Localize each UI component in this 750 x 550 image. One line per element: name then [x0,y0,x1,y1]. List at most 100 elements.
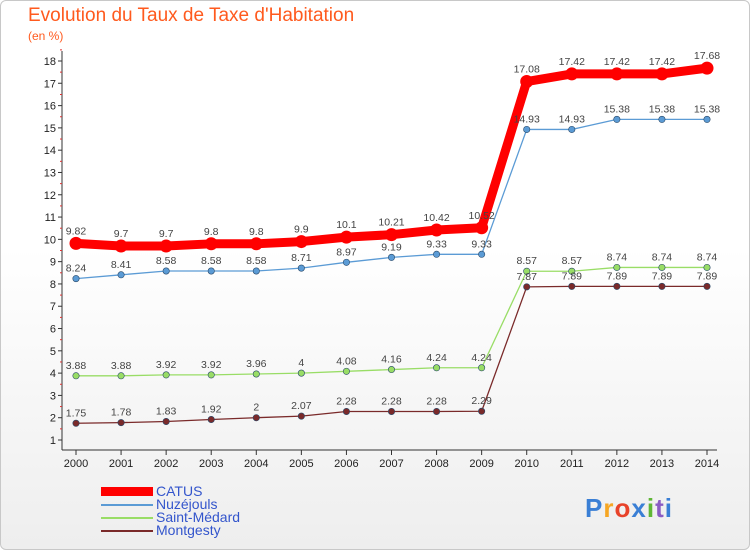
x-tick-label: 2005 [289,458,313,470]
data-label: 9.33 [471,238,492,250]
data-point [478,364,486,372]
data-point [568,282,576,290]
y-tick-label: 7 [50,301,56,313]
data-point [294,235,308,249]
data-point [478,407,486,415]
data-label: 15.38 [604,103,630,115]
legend-label: Saint-Médard [156,509,241,525]
x-tick-label: 2001 [109,458,133,470]
data-point [72,419,80,427]
data-point [252,267,260,275]
data-point [433,407,441,415]
data-label: 10.42 [423,212,449,224]
y-tick-label: 8 [50,279,56,291]
data-label: 9.82 [66,225,87,237]
x-tick-label: 2003 [199,458,223,470]
data-point [72,372,80,380]
data-point [114,239,128,253]
data-label: 4.16 [381,354,402,366]
data-label: 17.42 [559,56,585,68]
data-point [387,366,395,374]
data-label: 4.08 [336,355,357,367]
data-label: 8.58 [201,255,222,267]
data-label: 17.08 [514,64,540,76]
data-point [523,283,531,291]
data-label: 1.83 [156,405,177,417]
data-point [433,364,441,372]
data-point [700,61,714,75]
data-point [204,237,218,251]
data-label: 10.1 [336,219,357,231]
legend-item: Montgesty [101,522,301,538]
data-label: 9.8 [249,226,264,238]
x-tick-label: 2014 [695,458,719,470]
data-label: 8.74 [607,251,628,263]
data-point [568,267,576,275]
data-point [297,369,305,377]
data-label: 8.71 [291,252,312,264]
data-label: 1.92 [201,403,222,415]
y-tick-label: 9 [50,257,56,269]
data-label: 7.87 [516,271,537,283]
data-label: 2 [253,402,259,414]
data-point [703,282,711,290]
data-point [475,221,489,235]
data-point [342,258,350,266]
y-tick-label: 6 [50,324,56,336]
y-tick-label: 15 [44,123,56,135]
y-tick-label: 4 [50,368,56,380]
data-label: 4.24 [426,352,447,364]
data-label: 3.92 [201,359,222,371]
legend-item: Saint-Médard [101,509,301,525]
legend-item: Nuzéjouls [101,496,301,512]
data-point [117,372,125,380]
x-tick-label: 2013 [650,458,674,470]
x-tick-label: 2004 [244,458,268,470]
data-label: 8.24 [66,263,87,275]
x-tick-label: 2006 [334,458,358,470]
data-point [703,263,711,271]
proxiti-logo: Proxiti [585,493,673,524]
data-label: 17.68 [694,50,720,62]
data-label: 14.93 [514,113,540,125]
x-tick-label: 2007 [379,458,403,470]
logo-letter: i [664,493,673,523]
data-point [523,125,531,133]
data-point [117,419,125,427]
data-point [520,75,534,89]
data-label: 10.52 [469,210,495,222]
data-point [69,236,83,250]
data-label: 2.07 [291,400,312,412]
y-tick-label: 3 [50,390,56,402]
legend-swatch [101,529,153,532]
data-label: 8.57 [516,255,537,267]
data-label: 9.9 [294,224,309,236]
chart-legend: CATUS Nuzéjouls Saint-Médard Montgesty [101,483,301,538]
data-label: 9.19 [381,241,402,253]
data-label: 8.58 [246,255,267,267]
chart-subtitle: (en %) [28,29,64,43]
data-label: 7.89 [652,270,673,282]
logo-letter: x [631,493,647,523]
x-tick-label: 2012 [605,458,629,470]
data-label: 8.74 [697,251,718,263]
data-point [658,282,666,290]
legend-label: CATUS [156,483,203,499]
data-point [613,115,621,123]
data-point [252,414,260,422]
data-point [613,263,621,271]
x-tick-label: 2009 [469,458,493,470]
data-point [159,239,173,253]
data-point [433,250,441,258]
data-point [385,228,398,242]
y-tick-label: 18 [44,56,56,68]
x-tick-label: 2011 [560,458,584,470]
data-label: 3.92 [156,359,177,371]
x-tick-label: 2002 [154,458,178,470]
data-label: 3.88 [66,360,87,372]
data-point [387,407,395,415]
data-point [658,263,666,271]
y-tick-label: 11 [45,212,56,224]
data-label: 8.74 [652,251,673,263]
